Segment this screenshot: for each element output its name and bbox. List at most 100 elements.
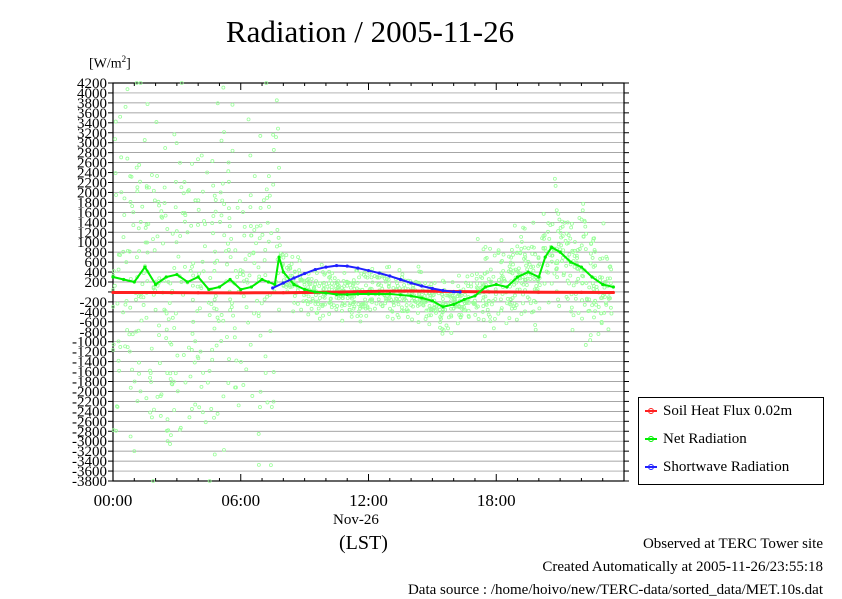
net-radiation-sample	[582, 302, 587, 307]
net-radiation-sample	[297, 268, 302, 273]
y-tick-label: 1600	[77, 205, 107, 221]
net-radiation-sample	[203, 420, 208, 425]
net-radiation-sample	[172, 266, 177, 270]
net-radiation-sample	[556, 297, 560, 302]
net-radiation-sample	[439, 316, 443, 321]
net-radiation-sample	[347, 307, 352, 312]
net-radiation-sample	[462, 304, 466, 309]
net-radiation-sample	[375, 275, 380, 280]
unit-base: [W/m	[89, 56, 122, 72]
net-radiation-sample	[317, 316, 322, 321]
net-radiation-sample	[157, 203, 161, 208]
net-radiation-sample	[580, 316, 584, 321]
net-radiation-sample	[365, 305, 370, 310]
net-radiation-sample	[601, 221, 606, 226]
y-tick-label: 2600	[77, 156, 107, 172]
net-radiation-sample	[459, 306, 464, 311]
net-radiation-sample	[252, 261, 257, 266]
series-point-1	[273, 282, 277, 287]
net-radiation-sample	[144, 315, 149, 320]
net-radiation-sample	[148, 410, 153, 415]
net-radiation-sample	[580, 208, 585, 213]
net-radiation-sample	[526, 259, 531, 264]
net-radiation-sample	[292, 269, 297, 274]
series-point-1	[558, 250, 562, 254]
net-radiation-sample	[183, 265, 187, 269]
net-radiation-sample	[443, 307, 448, 312]
net-radiation-sample	[199, 384, 204, 389]
net-radiation-sample	[248, 205, 253, 210]
series-point-1	[207, 287, 211, 292]
net-radiation-sample	[485, 307, 490, 312]
net-radiation-sample	[114, 404, 119, 409]
series-point-1	[452, 302, 456, 306]
net-radiation-sample	[309, 306, 314, 311]
net-radiation-sample	[134, 255, 139, 260]
series-point-1	[324, 291, 328, 295]
net-radiation-sample	[458, 315, 463, 320]
net-radiation-sample	[306, 294, 311, 299]
series-point-0	[409, 289, 413, 293]
net-radiation-sample	[182, 211, 187, 215]
net-radiation-sample	[242, 224, 247, 229]
net-radiation-sample	[418, 299, 423, 304]
net-radiation-sample	[203, 222, 207, 227]
net-radiation-sample	[241, 210, 245, 215]
net-radiation-sample	[363, 297, 367, 302]
net-radiation-sample	[232, 326, 237, 331]
net-radiation-sample	[209, 407, 214, 411]
net-radiation-sample	[399, 305, 404, 310]
net-radiation-sample	[198, 306, 202, 311]
net-radiation-sample	[221, 394, 226, 399]
net-radiation-sample	[416, 264, 421, 269]
net-radiation-sample	[497, 278, 501, 282]
series-point-1	[377, 292, 381, 296]
net-radiation-sample	[591, 287, 596, 291]
x-tick-label: 12:00	[349, 491, 388, 510]
net-radiation-sample	[263, 247, 268, 252]
net-radiation-sample	[113, 137, 118, 142]
net-radiation-sample	[172, 132, 177, 137]
y-tick-label: -800	[80, 325, 108, 341]
series-point-1	[441, 305, 445, 309]
y-tick-label: -1200	[72, 345, 107, 361]
net-radiation-sample	[190, 297, 195, 302]
net-radiation-sample	[330, 271, 335, 276]
net-radiation-sample	[128, 200, 133, 204]
net-radiation-sample	[424, 308, 429, 313]
net-radiation-sample	[151, 237, 155, 241]
net-radiation-sample	[262, 258, 267, 263]
series-point-1	[153, 282, 158, 287]
net-radiation-sample	[411, 304, 415, 309]
net-radiation-sample	[181, 353, 186, 357]
net-radiation-sample	[135, 399, 140, 403]
net-radiation-sample	[119, 190, 124, 195]
y-tick-label: -3200	[72, 444, 107, 460]
series-point-0	[281, 291, 285, 295]
net-radiation-sample	[195, 309, 200, 313]
y-tick-label: 3000	[77, 136, 107, 152]
series-point-1	[515, 275, 520, 279]
net-radiation-sample	[155, 234, 160, 239]
series-point-1	[292, 282, 296, 287]
net-radiation-sample	[499, 306, 504, 311]
net-radiation-sample	[592, 300, 596, 305]
x-date-label: Nov-26	[333, 512, 379, 528]
net-radiation-sample	[493, 316, 497, 321]
net-radiation-sample	[142, 138, 147, 142]
net-radiation-sample	[351, 306, 356, 311]
net-radiation-sample	[193, 339, 198, 344]
net-radiation-sample	[251, 250, 256, 255]
net-radiation-sample	[248, 153, 253, 158]
footer-created: Created Automatically at 2005-11-26/23:5…	[542, 559, 823, 575]
net-radiation-sample	[570, 221, 574, 226]
net-radiation-sample	[547, 237, 552, 241]
net-radiation-sample	[321, 313, 325, 318]
series-point-1	[122, 277, 126, 282]
y-tick-label: -2000	[72, 384, 107, 400]
net-radiation-sample	[345, 281, 350, 285]
net-radiation-sample	[355, 280, 360, 285]
y-tick-label: -400	[80, 305, 108, 321]
net-radiation-sample	[448, 299, 453, 304]
net-radiation-sample	[440, 297, 445, 301]
